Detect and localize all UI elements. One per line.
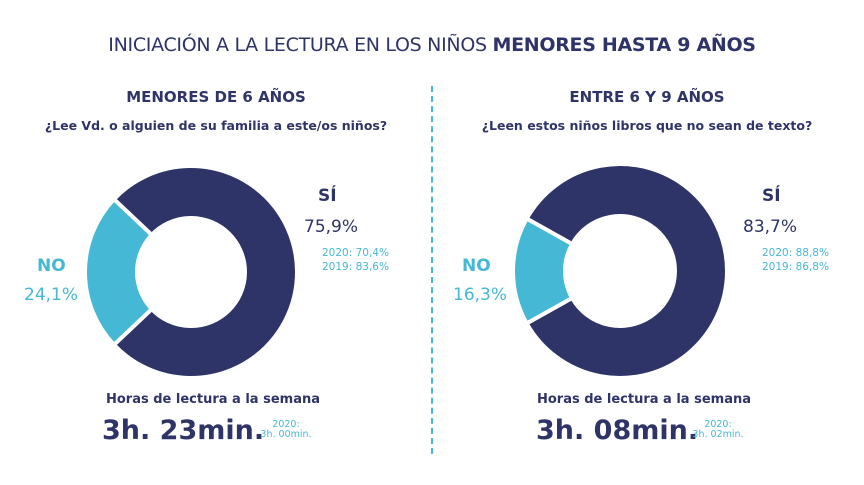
left-no-value: 24,1% <box>24 285 79 305</box>
left-hours-prev: 2020: 3h. 00min. <box>256 420 316 440</box>
left-yes-value: 75,9% <box>304 217 359 237</box>
right-question: ¿Leen estos niños libros que no sean de … <box>481 118 813 133</box>
title-part2: MENORES HASTA 9 AÑOS <box>492 34 756 56</box>
left-hours-value: 3h. 23min. <box>102 415 265 446</box>
right-prev-year: 2020: <box>704 419 732 430</box>
right-hours-value: 3h. 08min. <box>536 415 699 446</box>
left-history-2020: 2020: 70,4% <box>322 247 389 259</box>
donut-1-slice-yes <box>523 162 729 380</box>
left-prev-year: 2020: <box>272 419 300 430</box>
donut-1-slice-no <box>511 215 575 327</box>
left-hours-label: Horas de lectura a la semana <box>105 392 321 407</box>
right-no-value: 16,3% <box>453 285 508 305</box>
left-no-label: NO <box>37 256 66 276</box>
left-question: ¿Lee Vd. o alguien de su familia a este/… <box>44 118 388 133</box>
divider <box>431 86 433 454</box>
donut-0-slice-yes <box>111 164 299 380</box>
left-prev-value: 3h. 00min. <box>260 429 312 440</box>
title-part1: INICIACIÓN A LA LECTURA EN LOS NIÑOS <box>108 34 493 56</box>
page-title: INICIACIÓN A LA LECTURA EN LOS NIÑOS MEN… <box>0 34 864 56</box>
left-section-title: MENORES DE 6 AÑOS <box>126 88 306 106</box>
left-yes-label: SÍ <box>318 186 337 206</box>
donut-0-slice-no <box>83 196 155 348</box>
right-prev-value: 3h. 02min. <box>692 429 744 440</box>
right-no-label: NO <box>462 256 491 276</box>
right-history-2019: 2019: 86,8% <box>762 261 829 273</box>
right-section-title: ENTRE 6 Y 9 AÑOS <box>569 88 725 106</box>
right-yes-label: SÍ <box>762 186 781 206</box>
right-hours-prev: 2020: 3h. 02min. <box>688 420 748 440</box>
right-hours-label: Horas de lectura a la semana <box>536 392 752 407</box>
right-yes-value: 83,7% <box>743 217 798 237</box>
right-history-2020: 2020: 88,8% <box>762 247 829 259</box>
left-history-2019: 2019: 83,6% <box>322 261 389 273</box>
